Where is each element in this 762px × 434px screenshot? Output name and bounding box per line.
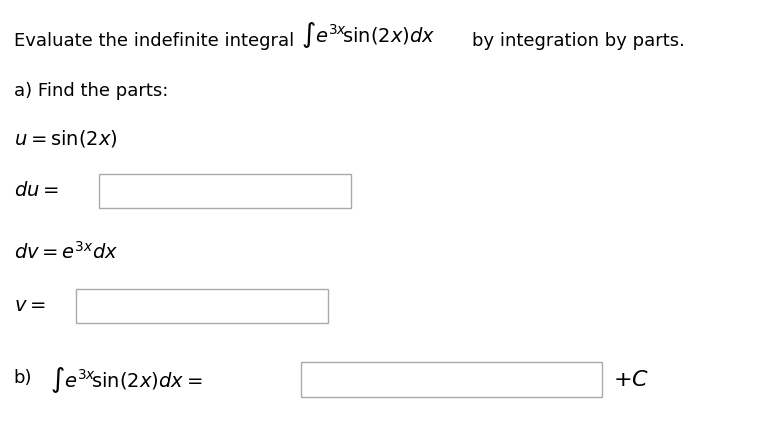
Text: $u = \sin(2x)$: $u = \sin(2x)$	[14, 128, 117, 149]
Text: $+C$: $+C$	[613, 370, 649, 390]
Text: b): b)	[14, 368, 32, 387]
Text: $dv = e^{3x}dx$: $dv = e^{3x}dx$	[14, 241, 118, 263]
Text: Evaluate the indefinite integral: Evaluate the indefinite integral	[14, 32, 294, 50]
Text: $v =$: $v =$	[14, 296, 46, 316]
Text: by integration by parts.: by integration by parts.	[472, 32, 685, 50]
Text: $\int e^{3x}\!\sin(2x)dx$: $\int e^{3x}\!\sin(2x)dx$	[301, 20, 436, 49]
Text: $\int e^{3x}\!\sin(2x)dx =$: $\int e^{3x}\!\sin(2x)dx =$	[50, 365, 202, 395]
Text: a) Find the parts:: a) Find the parts:	[14, 82, 168, 100]
Text: $du =$: $du =$	[14, 181, 59, 201]
